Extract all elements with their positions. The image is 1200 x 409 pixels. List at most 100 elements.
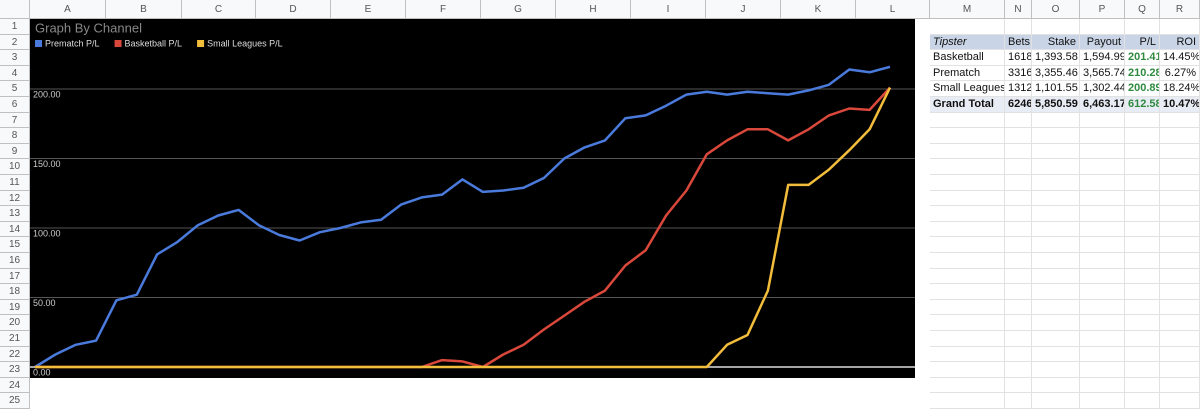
table-cell[interactable]: 5,850.59 <box>1032 97 1080 113</box>
cell[interactable] <box>1160 362 1200 378</box>
table-cell[interactable]: 3,355.46 <box>1032 65 1080 82</box>
cell[interactable] <box>1005 221 1032 238</box>
cell[interactable] <box>1080 175 1125 191</box>
cell[interactable] <box>1005 393 1032 409</box>
cell[interactable] <box>1005 284 1032 300</box>
table-cell[interactable]: Prematch <box>930 65 1005 82</box>
cell[interactable] <box>1032 315 1080 331</box>
column-header[interactable]: B <box>106 0 182 19</box>
table-cell[interactable]: Basketball <box>930 50 1005 66</box>
cell[interactable] <box>930 206 1005 222</box>
table-cell[interactable]: 1,594.99 <box>1080 50 1125 66</box>
cell[interactable] <box>1160 393 1200 409</box>
column-header[interactable]: F <box>406 0 481 19</box>
row-header[interactable]: 16 <box>0 253 30 269</box>
table-cell[interactable]: 6.27% <box>1160 65 1200 82</box>
row-header[interactable]: 9 <box>0 143 30 160</box>
cell[interactable] <box>1080 253 1125 269</box>
cell[interactable] <box>930 331 1005 347</box>
cell[interactable] <box>1005 128 1032 144</box>
column-header[interactable]: G <box>481 0 556 19</box>
cell[interactable] <box>930 393 1005 409</box>
cell[interactable] <box>1125 112 1160 129</box>
cell[interactable] <box>1032 112 1080 129</box>
cell[interactable] <box>1032 284 1080 300</box>
column-header[interactable]: P <box>1080 0 1125 19</box>
cell[interactable] <box>1032 253 1080 269</box>
cell[interactable] <box>1080 159 1125 175</box>
cell[interactable] <box>930 237 1005 253</box>
cell[interactable] <box>1080 346 1125 363</box>
cell[interactable] <box>1032 299 1080 316</box>
row-header[interactable]: 4 <box>0 65 30 82</box>
cell[interactable] <box>1080 377 1125 394</box>
cell[interactable] <box>1005 377 1032 394</box>
cell[interactable] <box>930 299 1005 316</box>
row-header[interactable]: 25 <box>0 393 30 409</box>
row-header[interactable]: 24 <box>0 377 30 394</box>
cell[interactable] <box>1160 268 1200 285</box>
column-header[interactable]: O <box>1032 0 1080 19</box>
cell[interactable] <box>1005 237 1032 253</box>
row-header[interactable]: 8 <box>0 128 30 144</box>
cell[interactable] <box>1160 315 1200 331</box>
cell[interactable] <box>1125 377 1160 394</box>
cell[interactable] <box>1080 268 1125 285</box>
row-header[interactable]: 23 <box>0 362 30 378</box>
row-header[interactable]: 18 <box>0 284 30 300</box>
cell[interactable] <box>930 112 1005 129</box>
column-header[interactable]: R <box>1160 0 1200 19</box>
cell[interactable] <box>1005 19 1032 35</box>
cell[interactable] <box>930 253 1005 269</box>
cell[interactable] <box>1160 331 1200 347</box>
cell[interactable] <box>930 346 1005 363</box>
cell[interactable] <box>1032 237 1080 253</box>
row-header[interactable]: 13 <box>0 206 30 222</box>
column-header[interactable]: E <box>331 0 406 19</box>
table-cell[interactable]: P/L <box>1125 34 1160 51</box>
cell[interactable] <box>1032 346 1080 363</box>
table-cell[interactable]: 1618 <box>1005 50 1032 66</box>
cell[interactable] <box>1160 143 1200 160</box>
cell[interactable] <box>1032 393 1080 409</box>
cell[interactable] <box>1032 221 1080 238</box>
cell[interactable] <box>930 315 1005 331</box>
row-header[interactable]: 10 <box>0 159 30 175</box>
cell[interactable] <box>1125 299 1160 316</box>
table-cell[interactable]: 200.89 <box>1125 81 1160 97</box>
table-cell[interactable]: 3316 <box>1005 65 1032 82</box>
cell[interactable] <box>1125 393 1160 409</box>
cell[interactable] <box>1032 362 1080 378</box>
column-header[interactable]: J <box>706 0 781 19</box>
row-header[interactable]: 2 <box>0 34 30 51</box>
cell[interactable] <box>1125 253 1160 269</box>
cell[interactable] <box>1080 112 1125 129</box>
row-header[interactable]: 15 <box>0 237 30 253</box>
table-cell[interactable]: 612.58 <box>1125 97 1160 113</box>
cell[interactable] <box>930 221 1005 238</box>
cell[interactable] <box>1125 221 1160 238</box>
cell[interactable] <box>930 362 1005 378</box>
cell[interactable] <box>1080 221 1125 238</box>
row-header[interactable]: 17 <box>0 268 30 285</box>
cell[interactable] <box>1080 190 1125 207</box>
cell[interactable] <box>1005 315 1032 331</box>
table-cell[interactable]: Stake <box>1032 34 1080 51</box>
cell[interactable] <box>1005 175 1032 191</box>
cell[interactable] <box>1080 206 1125 222</box>
cell[interactable] <box>930 284 1005 300</box>
cell[interactable] <box>1125 19 1160 35</box>
cell[interactable] <box>1032 19 1080 35</box>
cell[interactable] <box>1080 393 1125 409</box>
table-cell[interactable]: 1,101.55 <box>1032 81 1080 97</box>
cell[interactable] <box>1160 206 1200 222</box>
cell[interactable] <box>1125 331 1160 347</box>
cell[interactable] <box>1125 346 1160 363</box>
cell[interactable] <box>1160 284 1200 300</box>
cell[interactable] <box>1125 190 1160 207</box>
cell[interactable] <box>1160 190 1200 207</box>
row-header[interactable]: 12 <box>0 190 30 207</box>
cell[interactable] <box>1125 284 1160 300</box>
cell[interactable] <box>1032 143 1080 160</box>
table-cell[interactable]: Tipster <box>930 34 1005 51</box>
